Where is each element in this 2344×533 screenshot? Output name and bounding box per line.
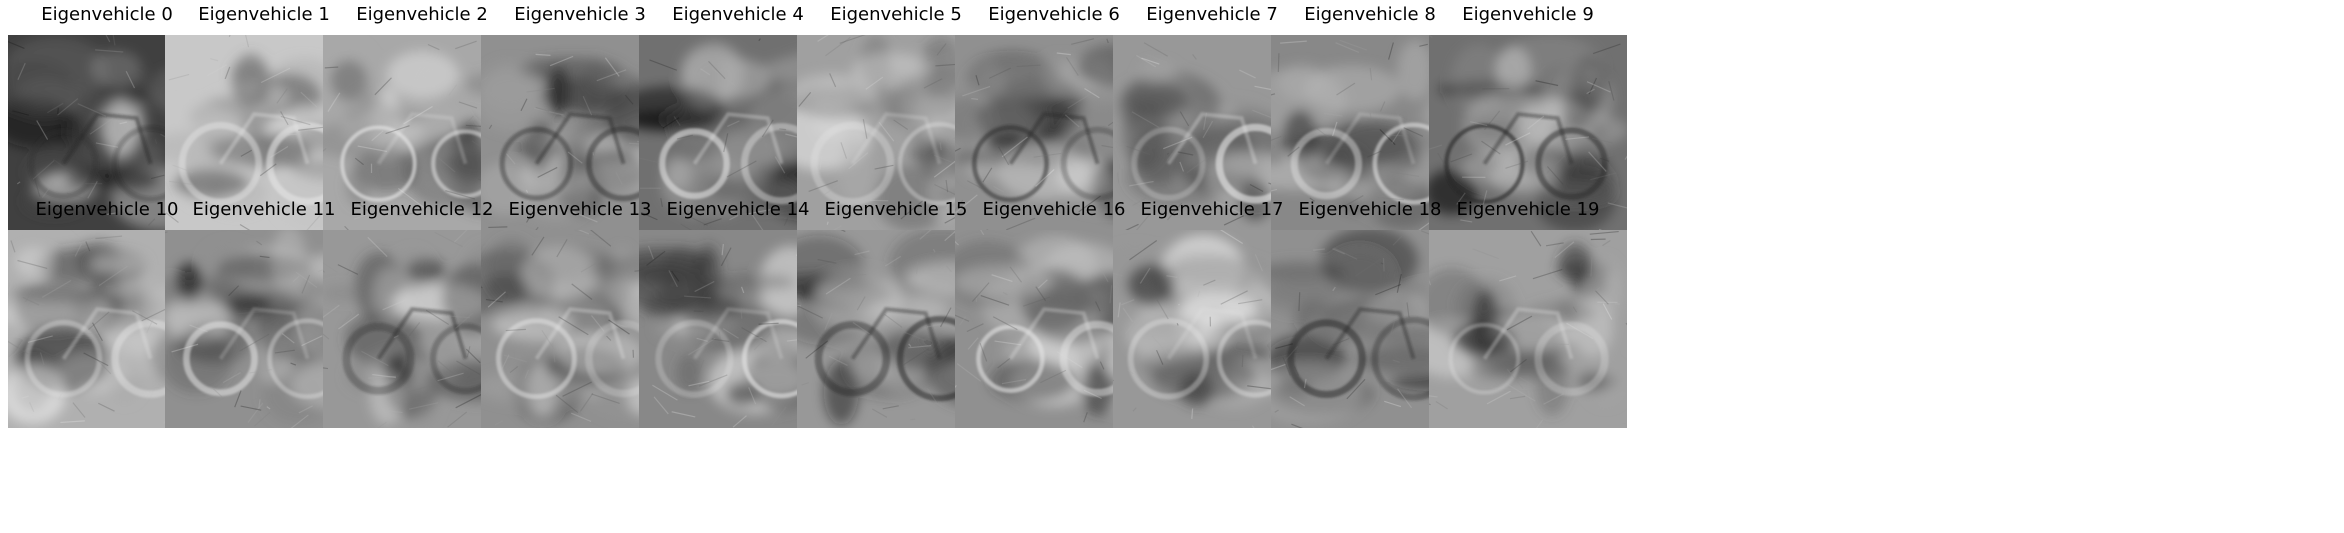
panel-title: Eigenvehicle 16 (982, 199, 1126, 220)
panel-title: Eigenvehicle 4 (672, 4, 804, 25)
panel-title: Eigenvehicle 8 (1304, 4, 1436, 25)
panel-title: Eigenvehicle 15 (824, 199, 968, 220)
eigenvehicle-image (1429, 230, 1627, 428)
panel-title: Eigenvehicle 5 (830, 4, 962, 25)
panel-title: Eigenvehicle 9 (1462, 4, 1594, 25)
eigenvehicle-image (165, 230, 363, 428)
panel-title: Eigenvehicle 12 (350, 199, 494, 220)
panel-title: Eigenvehicle 18 (1298, 199, 1442, 220)
panel-title: Eigenvehicle 11 (192, 199, 336, 220)
panel-title: Eigenvehicle 6 (988, 4, 1120, 25)
panel-title: Eigenvehicle 1 (198, 4, 330, 25)
panel-title: Eigenvehicle 7 (1146, 4, 1278, 25)
panel-title: Eigenvehicle 17 (1140, 199, 1284, 220)
panel-title: Eigenvehicle 3 (514, 4, 646, 25)
panel-title: Eigenvehicle 0 (41, 4, 173, 25)
panel-title: Eigenvehicle 13 (508, 199, 652, 220)
panel-title: Eigenvehicle 2 (356, 4, 488, 25)
panel-title: Eigenvehicle 10 (35, 199, 179, 220)
panel-title: Eigenvehicle 14 (666, 199, 810, 220)
panel-title: Eigenvehicle 19 (1456, 199, 1600, 220)
eigenvehicle-image (1429, 35, 1627, 233)
